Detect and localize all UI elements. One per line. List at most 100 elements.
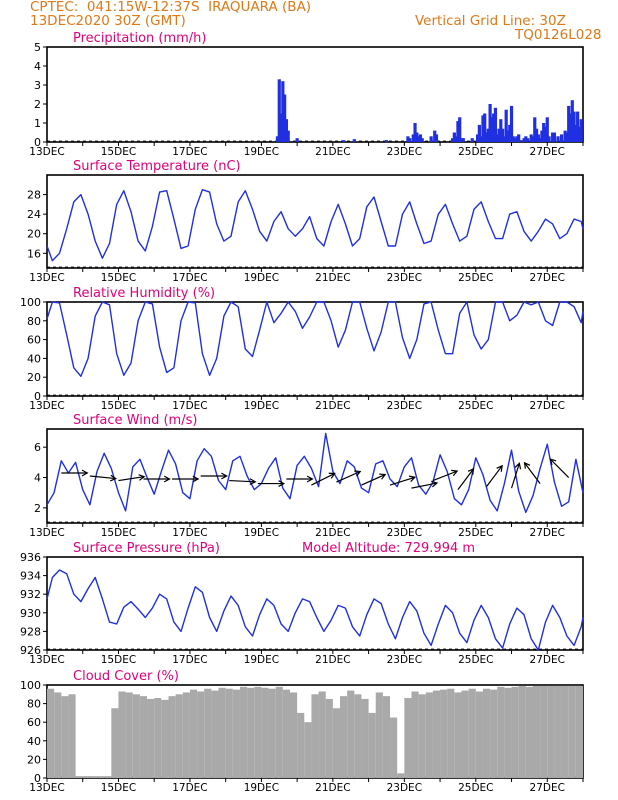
y-tick-label: 2: [34, 98, 41, 111]
cloud-bar: [325, 698, 333, 778]
precip-bar: [577, 126, 582, 142]
precip-bar: [454, 136, 458, 142]
x-tick-label: 25DEC: [458, 527, 493, 539]
cloud-bar: [575, 685, 583, 778]
wind-arrow: [336, 470, 361, 483]
panel-frame: [46, 556, 584, 651]
wind-arrow-head: [514, 462, 522, 470]
y-tick-label: 100: [20, 296, 41, 309]
wind-arrow-head: [467, 467, 475, 475]
precip-bar: [517, 134, 521, 142]
precip-bar: [567, 105, 571, 142]
cloud-bar: [561, 685, 569, 778]
cloud-bar: [289, 692, 298, 778]
cloud-bar: [197, 691, 205, 778]
precip-bar: [484, 132, 489, 142]
precip-bar: [497, 128, 501, 142]
precip-bar: [418, 134, 423, 142]
precip-bar: [570, 100, 574, 142]
x-tick-label: 19DEC: [244, 527, 279, 539]
cloud-bar: [61, 696, 69, 778]
precip-bar: [481, 115, 485, 142]
wind-arrow-head: [249, 478, 257, 485]
x-tick-label: 27DEC: [530, 654, 565, 666]
cloud-bar: [525, 686, 533, 778]
cloud-bar: [239, 686, 248, 778]
precip-bar: [538, 138, 542, 142]
precip-bar: [543, 126, 548, 142]
precip-bar: [576, 111, 580, 142]
station-title: CPTEC: 041:15W-12:37S IRAQUARA (BA): [30, 0, 312, 15]
x-tick-label: 23DEC: [387, 400, 422, 412]
precip-bar: [499, 119, 503, 142]
precip-bar: [456, 121, 460, 142]
precip-bar: [420, 138, 424, 142]
wind-arrow: [457, 468, 475, 491]
precip-bar: [579, 119, 583, 142]
cloud-bar: [154, 698, 162, 778]
precip-bar: [504, 109, 508, 142]
panel-6: 0 20 40 60 80 100 13DEC 15DEC 17DEC 19DEC 21DEC 23D…: [20, 669, 584, 794]
precip-bar: [531, 136, 535, 142]
cloud-bar: [411, 691, 419, 778]
cloud-bar: [204, 688, 212, 778]
cloud-bar: [47, 688, 55, 778]
precip-bar: [470, 138, 474, 142]
precip-bar: [281, 81, 285, 142]
y-tick-label: 928: [20, 625, 41, 638]
x-tick-label: 25DEC: [458, 146, 493, 158]
precip-bar: [572, 111, 576, 142]
panel-annotation: Model Altitude: 729.994 m: [302, 541, 475, 556]
cloud-bar: [175, 694, 183, 778]
wind-arrow-head: [163, 475, 171, 483]
cloud-bar: [482, 688, 491, 778]
cloud-bar: [232, 689, 240, 778]
wind-arrow-head: [523, 461, 531, 469]
cloud-bar: [125, 692, 133, 778]
x-tick-label: 23DEC: [387, 782, 422, 794]
x-tick-label: 21DEC: [315, 654, 350, 666]
precip-bar: [434, 134, 439, 142]
forecast-date: 13DEC2020 30Z (GMT): [30, 13, 186, 29]
y-tick-label: 5: [34, 41, 41, 54]
wind-arrow-head: [306, 475, 314, 483]
wind-arrow: [524, 462, 541, 484]
precip-bar: [413, 123, 417, 142]
y-tick-label: 930: [20, 607, 41, 620]
cloud-bar: [382, 696, 391, 778]
precip-bar: [493, 107, 498, 142]
y-tick-label: 926: [20, 644, 41, 657]
cloud-bar: [68, 694, 76, 778]
cloud-bar: [447, 688, 455, 778]
precip-bar: [490, 117, 494, 142]
y-tick-label: 0: [34, 390, 41, 403]
cloud-bar: [89, 776, 98, 778]
wind-arrow-head: [431, 480, 439, 488]
wind-arrow-head: [408, 475, 417, 483]
precip-bar: [458, 117, 462, 142]
y-tick-label: 20: [27, 228, 41, 241]
x-tick-label: 21DEC: [315, 527, 350, 539]
cloud-bar: [432, 690, 441, 778]
panel-frame: [46, 301, 584, 397]
cloud-bar: [347, 690, 355, 778]
x-tick-label: 17DEC: [172, 400, 207, 412]
cloud-bar: [268, 688, 276, 778]
cloud-bar: [418, 694, 426, 778]
wind-arrow-head: [496, 464, 503, 472]
precip-bar: [551, 132, 555, 142]
panel-title: Cloud Cover (%): [73, 669, 179, 684]
panel-title: Surface Wind (m/s): [73, 413, 197, 428]
panel-2: 16 20 24 28 13DEC 15DEC 17DEC 19DEC 21DEC 23DEC 25…: [27, 159, 584, 284]
precip-bar: [284, 119, 289, 142]
precip-bar: [563, 130, 567, 142]
y-tick-label: 40: [27, 735, 41, 748]
precip-bar: [479, 136, 483, 142]
precip-bar: [492, 113, 496, 142]
precip-bar: [542, 123, 546, 142]
cloud-bar: [340, 696, 348, 778]
precip-bar: [277, 79, 281, 142]
cloud-bar: [247, 687, 255, 778]
cloud-bar: [511, 686, 519, 778]
wind-arrow-head: [451, 469, 459, 477]
